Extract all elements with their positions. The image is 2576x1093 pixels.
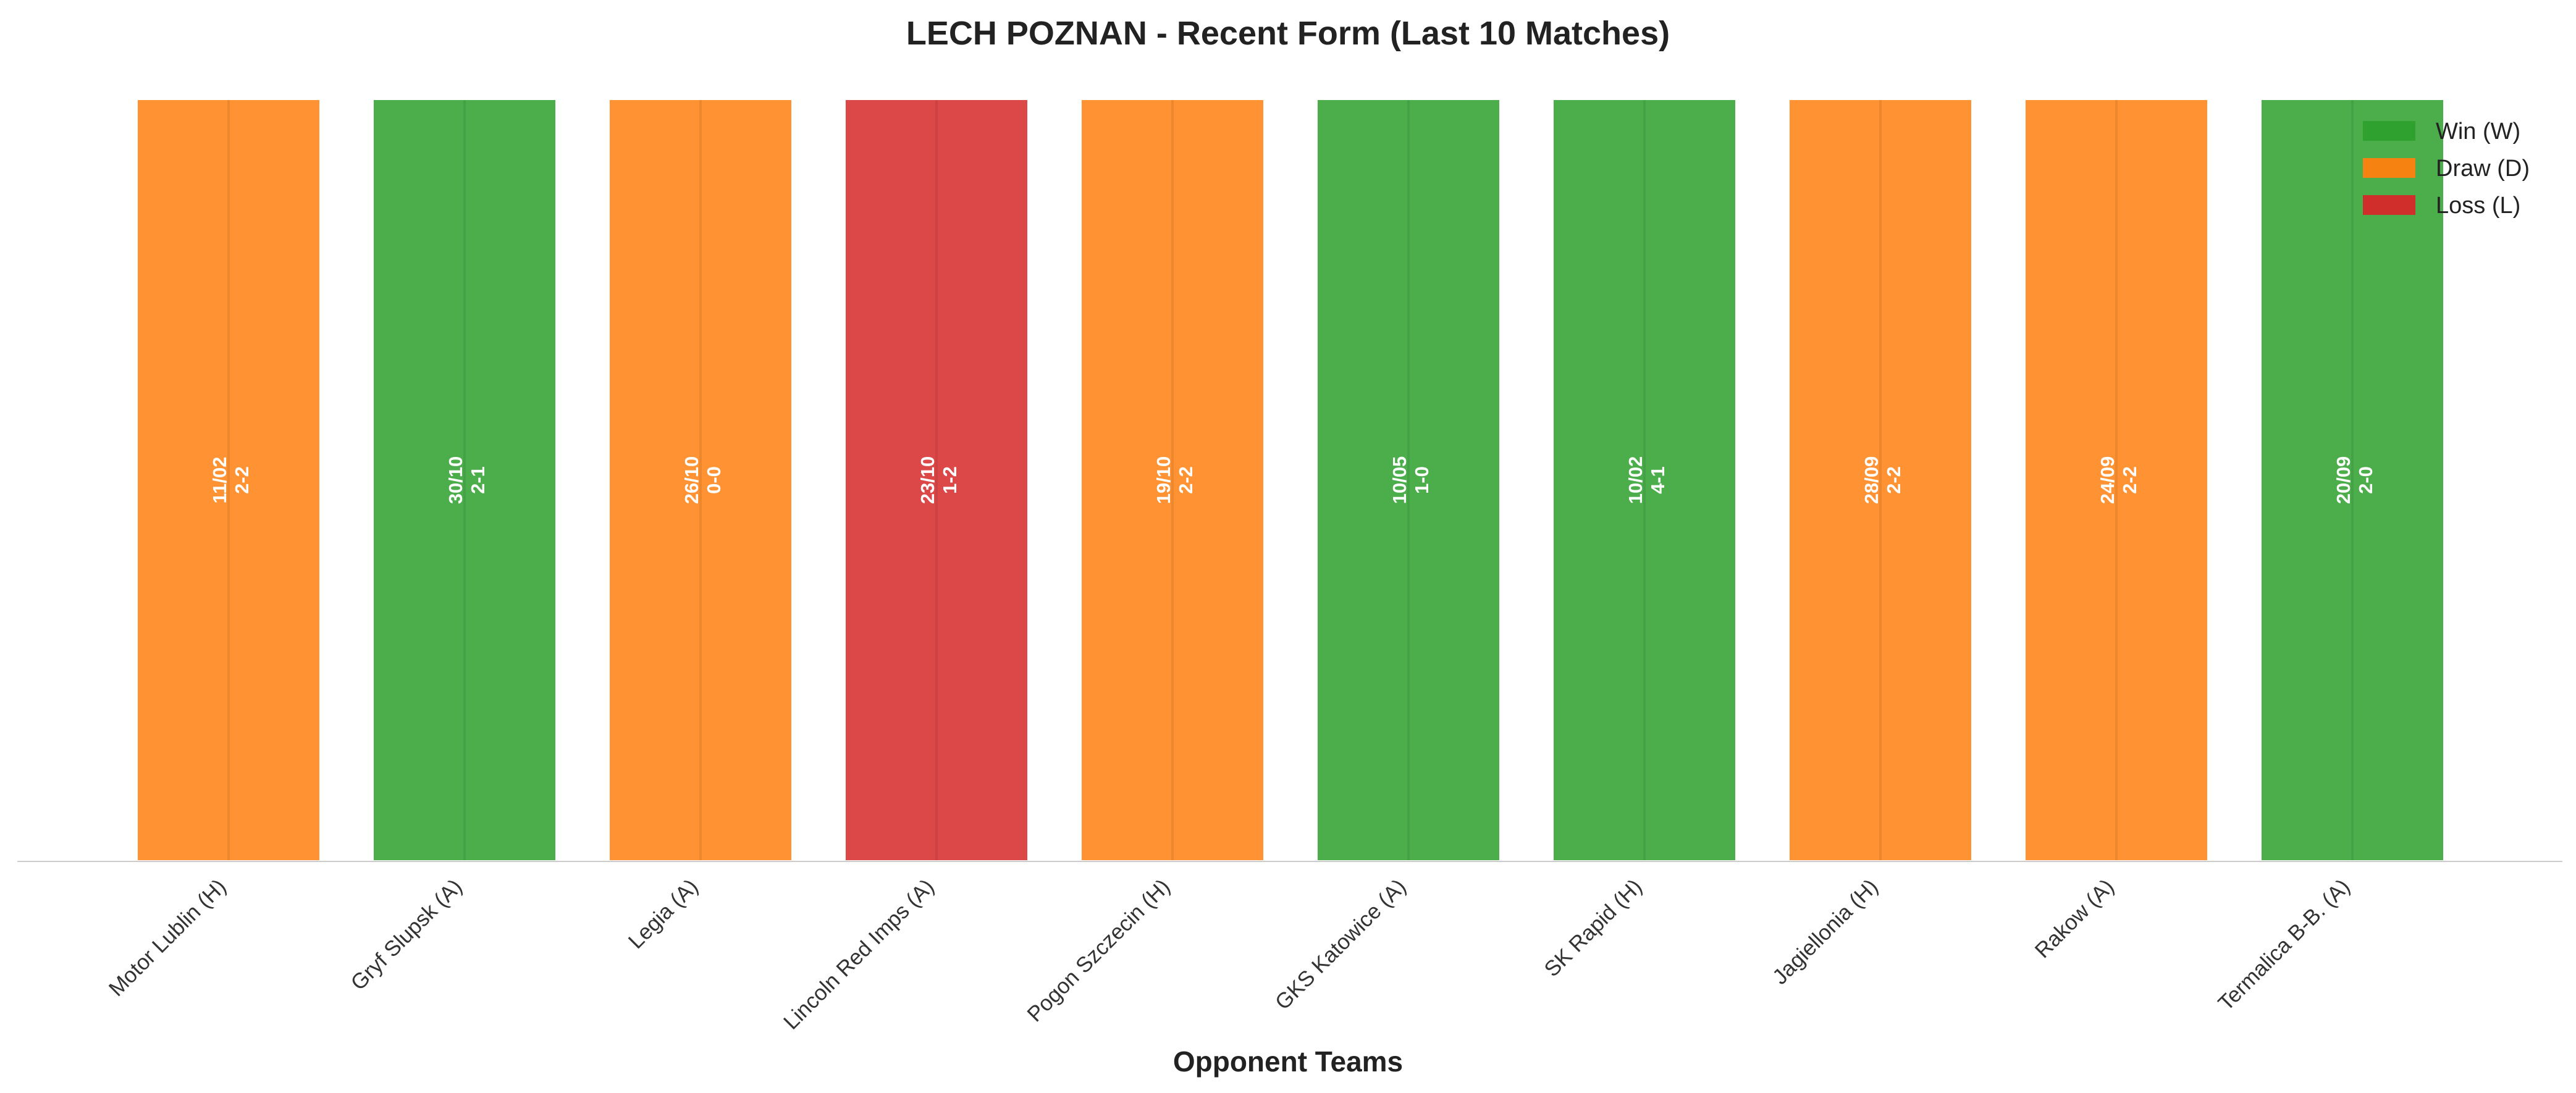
x-tick-label: GKS Katowice (A) [1271,874,1411,1015]
match-score: 4-1 [1647,466,1669,494]
x-tick-labels: Motor Lublin (H) Gryf Slupsk (A) Legia (A)… [104,874,2355,1034]
match-date: 19/10 [1153,456,1174,505]
x-tick-label: Legia (A) [624,874,703,953]
match-score: 2-2 [1883,466,1905,494]
match-date: 26/10 [681,456,702,505]
x-axis-label: Opponent Teams [1173,1045,1403,1078]
x-tick-label: Termalica B-B. (A) [2213,874,2354,1015]
legend-swatch-W [2363,121,2415,141]
bar-3 [607,98,794,863]
bar-label: 30/102-1 [445,456,489,505]
legend-label: Win (W) [2436,119,2520,144]
bar-2 [371,98,558,863]
match-score: 2-2 [1175,466,1197,494]
chart-title: LECH POZNAN - Recent Form (Last 10 Match… [906,15,1670,52]
bar-label: 26/100-0 [681,456,725,505]
x-tick-label: Motor Lublin (H) [104,874,231,1001]
match-date: 28/09 [1861,456,1882,505]
legend: Win (W) Draw (D) Loss (L) [2363,119,2530,219]
match-date: 24/09 [2097,456,2118,505]
x-tick-label: SK Rapid (H) [1539,874,1646,981]
bar-label: 19/102-2 [1153,456,1197,505]
x-tick-label: Gryf Slupsk (A) [346,874,466,995]
bar-5 [1079,98,1266,863]
match-score: 2-1 [467,466,489,494]
bar-10 [2259,98,2446,863]
bar-label: 11/022-2 [209,457,253,504]
bar-7 [1551,98,1738,863]
bar-label: 23/101-2 [917,456,961,505]
bar-label: 10/024-1 [1625,456,1669,505]
x-tick-label: Pogon Szczecin (H) [1022,874,1174,1026]
legend-label: Loss (L) [2436,193,2520,219]
match-score: 2-2 [2119,466,2140,494]
match-date: 10/02 [1625,456,1646,505]
bar-label: 20/092-0 [2333,456,2376,505]
bars-group: 11/022-2 30/102-1 26/100-0 23/101-2 19/102-2… [135,98,2446,863]
match-date: 23/10 [917,456,938,505]
match-date: 10/05 [1389,456,1410,505]
bar-6 [1315,98,1502,863]
bar-1 [135,98,322,863]
legend-label: Draw (D) [2436,156,2530,182]
x-tick-label: Lincoln Red Imps (A) [779,874,939,1034]
match-date: 20/09 [2333,456,2354,505]
match-score: 0-0 [703,466,725,494]
match-score: 1-0 [1411,466,1433,494]
bar-label: 10/051-0 [1389,456,1433,505]
bar-label: 28/092-2 [1861,456,1905,505]
legend-swatch-D [2363,158,2415,178]
match-score: 1-2 [939,466,961,494]
match-score: 2-2 [231,466,253,494]
legend-swatch-L [2363,195,2415,215]
bar-4 [843,98,1030,863]
match-date: 30/10 [445,456,466,505]
x-tick-label: Rakow (A) [2031,874,2119,963]
match-date: 11/02 [209,457,230,504]
bar-label: 24/092-2 [2097,456,2140,505]
match-score: 2-0 [2355,466,2376,494]
x-tick-label: Jagiellonia (H) [1768,874,1883,989]
